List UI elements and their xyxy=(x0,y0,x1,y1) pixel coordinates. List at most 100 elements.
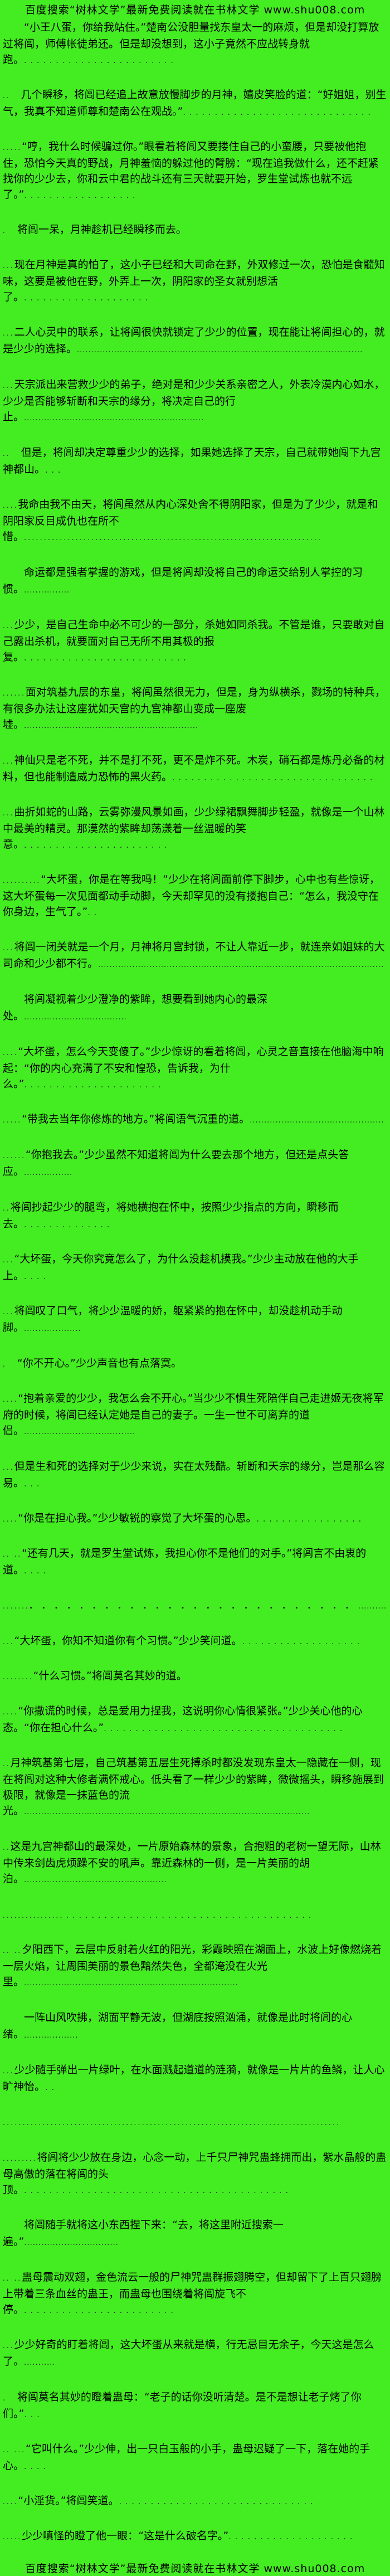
lead-dots: .. xyxy=(3,450,11,458)
paragraph-text: “大坏蛋，今天你究竟怎么了，为什么没趁机摸我。”少少主动放在他的大手上。 xyxy=(3,1253,359,1282)
trail-dots: ........................ xyxy=(24,56,177,65)
site-banner-bottom: 百度搜索“树林文学”最新免费阅读就在书林文学 www.shu008.com xyxy=(0,2562,390,2576)
paragraph-text: “你撒谎的时候，总是爱用力捏我，这说明你心情很紧张。”少少关心他的心态。“你在担… xyxy=(3,1705,363,1734)
lead-dots: ......... xyxy=(3,2155,37,2162)
lead-dots: ... xyxy=(3,944,14,952)
trail-dots: ........................................… xyxy=(24,534,322,542)
lead-dots: . xyxy=(3,1360,7,1368)
paragraph: .. ..“还有几天，就是罗生堂试炼，我担心你不是他们的对手。”将闾言不由衷的道… xyxy=(3,1545,387,1579)
trail-dots: .................. xyxy=(24,191,139,200)
trail-dots: ................ xyxy=(24,586,70,595)
paragraph-text: 但是，将闾却决定尊重少少的选择，如果她选择了天宗，自己就带她闯下九宫神都山。 xyxy=(3,446,381,475)
paragraph-text: 少少好奇的盯着将闾，这大坏蛋从来就是横，行无忌目无余子，今天这是怎么了。 xyxy=(3,2339,374,2368)
paragraph: .. ..夕阳西下，云层中反射着火红的阳光，彩霞映照在湖面上，水波上好像燃烧着一… xyxy=(3,1942,387,1991)
paragraph: 命运都是强者掌握的游戏，但是将闾却没将自己的命运交给别人掌控的习惯。......… xyxy=(3,565,387,599)
novel-reader-page: { "page": { "background_color": "#44ED21… xyxy=(3,4,387,2575)
paragraph: ...少少随手弹出一片绿叶，在水面溅起道道的涟漪，就像是一片片的鱼鳞，让人心旷神… xyxy=(3,2062,387,2096)
lead-dots: ... xyxy=(3,757,14,765)
site-banner-bottom-text: 百度搜索“树林文学”最新免费阅读就在书林文学 www.shu008.com xyxy=(25,2563,365,2575)
paragraph-text: “你是在担心我。”少少敏锐的察觉了大坏蛋的心思。 xyxy=(18,1512,257,1524)
paragraph: ...现在月神是真的怕了，这小子已经和大司命在野，外双修过一次，恐怕是食髓知味，… xyxy=(3,257,387,306)
lead-dots: . xyxy=(3,2394,7,2402)
paragraph: ...将闾一闭关就是一个月，月神将月宫封锁，不让人靠近一步，就连亲如姐妹的大司命… xyxy=(3,939,387,973)
lead-dots: .. .. xyxy=(3,1947,22,1955)
paragraph: ....“小淫货。”将闾笑道。.........................… xyxy=(3,2493,387,2510)
paragraph: .. 几个瞬移，将闾已经追上故意放慢脚步的月神，嬉皮笑脸的道：“好姐姐，别生气，… xyxy=(3,87,387,120)
dots-separator: ........................................… xyxy=(3,2114,387,2131)
paragraph-text: 将闾一呆，月神趁机已经瞬移而去。 xyxy=(6,223,187,236)
paragraph: . “你不开心。”少少声音也有点落寞。 xyxy=(3,1355,387,1372)
lead-dots: .. .. xyxy=(3,2274,22,2282)
lead-dots: ........ xyxy=(3,1673,33,1681)
paragraph-text: “你抱我去。”少少虽然不知道将闾为什么要去那个地方，但还是点头答应。 xyxy=(3,1149,349,1178)
trail-dots: ................................. xyxy=(24,2239,119,2247)
paragraph-text: 这是九宫神都山的最深处，一片原始森林的景象，合抱粗的老树一望无际，山林中传来剑齿… xyxy=(3,1840,381,1885)
trail-dots: ................. xyxy=(256,1515,365,1524)
paragraph-text: 我命由我不由天，将闾虽然从内心深处舍不得阴阳家，但是为了少少，就是和阴阳家反目成… xyxy=(3,498,378,543)
lead-dots: .... xyxy=(3,2498,18,2506)
paragraph: ....我命由我不由天，将闾虽然从内心深处舍不得阴阳家，但是为了少少，就是和阴阳… xyxy=(3,497,387,546)
paragraph: .. 但是，将闾却决定尊重少少的选择，如果她选择了天宗，自己就带她闯下九宫神都山… xyxy=(3,445,387,478)
paragraph-text: “小王八蛋，你给我站住。”楚南公没胆量找东皇太一的麻烦，但是却没打算放过将闾，师… xyxy=(3,21,379,66)
trail-dots: .................... xyxy=(24,294,152,303)
paragraph-text: 曲折如蛇的山路，云雾弥漫风景如画，少少绿裙飘舞脚步轻盈，就像是一个山林中最美的精… xyxy=(3,806,385,850)
paragraph: .....少少嗔怪的瞪了他一眼：“这是什么破名字。”..............… xyxy=(3,2528,387,2545)
paragraph-text: “小淫货。”将闾笑道。 xyxy=(18,2495,119,2507)
trail-dots: ........................................… xyxy=(24,2186,292,2195)
trail-dots: ....................... xyxy=(24,841,171,850)
paragraph-text: 少少，是自己生命中必不可少的一部分，杀她如同杀我。不管是谁，只要敢对自己露出杀机… xyxy=(3,619,385,663)
paragraph: ...二人心灵中的联系，让将闾很快就锁定了少少的位置，现在能让将闾担心的，就是少… xyxy=(3,324,387,358)
trail-dots: ........................................ xyxy=(358,1602,387,1611)
lead-dots: ... xyxy=(3,1308,14,1316)
paragraph-text: 少少随手弹出一片绿叶，在水面溅起道道的涟漪，就像是一片片的鱼鳞，让人心旷神怡。 xyxy=(3,2064,385,2093)
paragraph: ...将闾叹了口气，将少少温暖的娇，躯紧紧的抱在怀中，却没趁机动手动脚。....… xyxy=(3,1303,387,1337)
trail-dots: .................... xyxy=(228,2533,357,2541)
trail-dots: .................... xyxy=(24,1325,81,1333)
trail-dots: .... xyxy=(24,1272,50,1281)
paragraph: ...“大坏蛋，今天你究竟怎么了，为什么没趁机摸我。”少少主动放在他的大手上。.… xyxy=(3,1251,387,1285)
paragraph: 将闾凝视着少少澄净的紫眸，想要看到她内心的最深处。...............… xyxy=(3,991,387,1025)
lead-dots: ... xyxy=(3,622,14,630)
paragraph-text: 几个瞬移，将闾已经追上故意放慢脚步的月神，嬉皮笑脸的道：“好姐姐，别生气，我真不… xyxy=(3,89,387,118)
paragraph: ....“你撒谎的时候，总是爱用力捏我，这说明你心情很紧张。”少少关心他的心态。… xyxy=(3,1703,387,1737)
paragraph: . 将闾莫名其妙的瞪着蛊母：“老子的话你没听清楚。是不是想让老子烤了你们。”..… xyxy=(3,2389,387,2423)
lead-dots: ............... xyxy=(3,1912,60,1919)
paragraph: ...“大坏蛋，你知不知道你有个习惯。”少少笑问道。..............… xyxy=(3,1633,387,1650)
site-banner-top-text: 百度搜索“树林文学”最新免费阅读就在书林文学 www.shu008.com xyxy=(25,4,365,16)
paragraph-text: 月神筑基第七层，自己筑基第五层生死搏杀时都没发现东皇太一隐藏在一侧，现在将闾对这… xyxy=(3,1757,384,1817)
paragraph: ...少少，是自己生命中必不可少的一部分，杀她如同杀我。不管是谁，只要敢对自己露… xyxy=(3,617,387,666)
lead-dots: ... xyxy=(3,382,14,390)
paragraph: ....“大坏蛋，怎么今天变傻了。”少少惊讶的看着将闾，心灵之音直接在他脑海中响… xyxy=(3,1044,387,1093)
paragraph: 将闾随手就将这小东西捏下来：“去，将这里附近搜索一遍。”............… xyxy=(3,2217,387,2251)
trail-dots: ........................................… xyxy=(24,722,199,730)
paragraph: ......面对筑基九层的东皇，将闾虽然很无力，但是，身为纵横杀，戮场的特种兵，… xyxy=(3,684,387,734)
lead-dots: .. ... xyxy=(3,2446,26,2454)
trail-dots: .... xyxy=(24,1567,50,1576)
trail-dots: ............................... xyxy=(119,2497,317,2506)
paragraph: “小王八蛋，你给我站住。”楚南公没胆量找东皇太一的麻烦，但是却没打算放过将闾，师… xyxy=(3,20,387,69)
paragraph: ........“什么习惯。”将闾莫名其妙的道。 xyxy=(3,1668,387,1685)
paragraph-text: “大坏蛋，你是在等我吗！”少少在将闾面前停下脚步，心中也有些惊讶，这大坏蛋每一次… xyxy=(3,873,380,918)
paragraph-text: “它叫什么。”少少伸，出一只白玉般的小手，蛊母迟疑了一下，落在她的手心。 xyxy=(3,2443,370,2472)
lead-dots: .... xyxy=(3,1396,18,1403)
paragraph-text: “还有几天，就是罗生堂试炼，我担心你不是他们的对手。”将闾言不由衷的道。 xyxy=(3,1547,367,1576)
trail-dots: ........................................… xyxy=(24,414,204,422)
paragraph: ..........“大坏蛋，你是在等我吗！”少少在将闾面前停下脚步，心中也有些… xyxy=(3,872,387,921)
paragraph: 一阵山风吹拂，湖面平静无波，但湖底按照汹涌，就像是此时将闾的心绪。.......… xyxy=(3,2010,387,2044)
paragraph: .. ..蛊母震动双翅，金色流云一般的尸神咒蛊群振翅腾空，但却留下了上百只翅膀上… xyxy=(3,2269,387,2319)
lead-dots: .... xyxy=(3,1049,18,1057)
paragraph-text: “大坏蛋，怎么今天变傻了。”少少惊讶的看着将闾，心灵之音直接在他脑海中响起：“你… xyxy=(3,1046,384,1090)
paragraph-text: 将闾凝视着少少澄净的紫眸，想要看到她内心的最深处。 xyxy=(3,993,268,1022)
trail-dots: ...................................... xyxy=(104,1724,347,1733)
paragraph: ..月神筑基第七层，自己筑基第五层生死搏杀时都没发现东皇太一隐藏在一侧，现在将闾… xyxy=(3,1755,387,1820)
trail-dots: ....................................... xyxy=(24,1428,136,1436)
lead-dots: ..... xyxy=(3,2533,22,2541)
paragraph-text: 神仙只是老不死，并不是打不死，更不是炸不死。木炭，硝石都是炼丹必备的材料，但也能… xyxy=(3,754,385,783)
paragraph-text: 将闾一闭关就是一个月，月神将月宫封锁，不让人靠近一步，就连亲如姐妹的大司命和少少… xyxy=(3,941,385,970)
lead-dots: ... xyxy=(3,2342,14,2350)
paragraph: ..将闾抄起少少的腿弯，将她横抱在怀中，按照少少指点的方向，瞬移而去。.....… xyxy=(3,1199,387,1233)
paragraph: ....“抱着亲爱的少少，我怎么会不开心。”当少少不惧生死陪伴自己走进姬无夜将军… xyxy=(3,1391,387,1440)
trail-dots: ........................ xyxy=(24,2306,177,2315)
lead-dots: ... xyxy=(3,809,14,817)
dots-separator: ........................................… xyxy=(3,1597,387,1615)
